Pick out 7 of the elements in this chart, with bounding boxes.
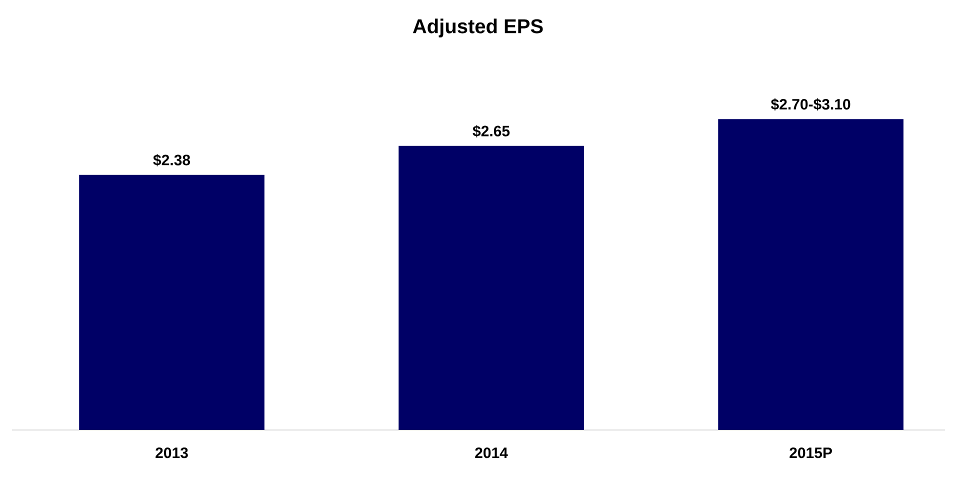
chart-title: Adjusted EPS (412, 18, 543, 38)
x-tick-label: 2013 (156, 448, 188, 458)
data-label: $2.70-$3.10 (770, 98, 850, 111)
x-tick-label: 2014 (475, 448, 508, 458)
x-tick-label: 2015P (790, 448, 832, 458)
data-label: $2.38 (153, 154, 190, 166)
data-label: $2.65 (472, 125, 510, 138)
